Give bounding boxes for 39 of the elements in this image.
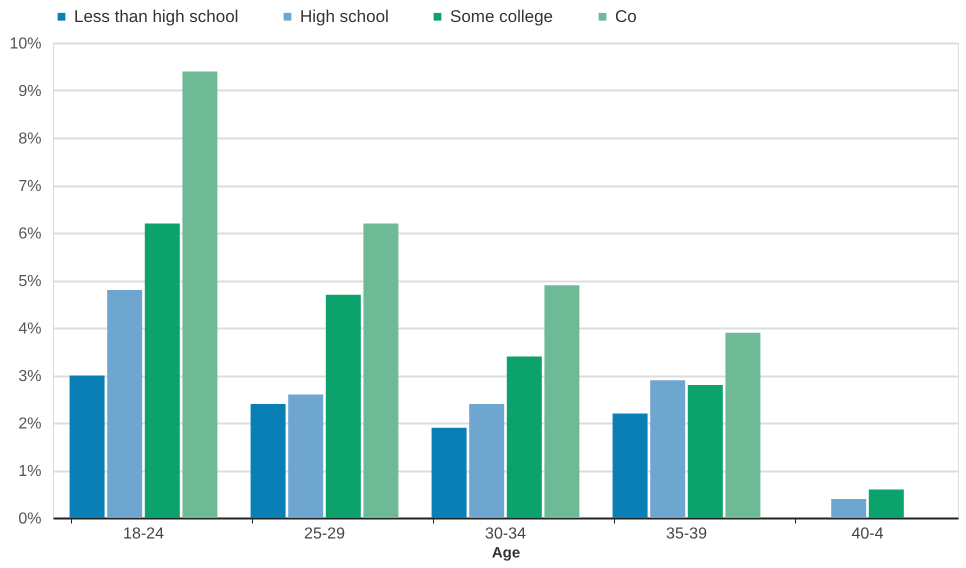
bar	[868, 490, 904, 518]
x-tick-label: 35-39	[666, 526, 708, 542]
bar	[688, 385, 723, 518]
bar	[363, 224, 398, 518]
bar	[469, 404, 504, 518]
bar	[831, 499, 866, 518]
x-tick-label: 25-29	[304, 526, 346, 542]
bar	[288, 394, 324, 518]
bar	[144, 224, 180, 518]
bar	[650, 380, 686, 518]
bar	[107, 290, 142, 518]
bar	[182, 72, 218, 518]
bar	[70, 376, 105, 518]
y-tick-label: 5%	[18, 273, 42, 290]
x-tick-label: 40-4	[851, 526, 884, 542]
legend-label: Some college	[450, 6, 554, 26]
bar	[250, 404, 286, 518]
x-tick-label: 30-34	[485, 526, 526, 542]
bar	[725, 332, 760, 518]
y-tick-label: 10%	[9, 36, 42, 52]
x-tick-label: 18-24	[123, 526, 164, 542]
legend-label: Less than high school	[74, 6, 238, 26]
y-tick-label: 1%	[18, 463, 42, 480]
y-tick-label: 9%	[18, 83, 42, 100]
bar	[544, 285, 580, 518]
bar	[326, 294, 361, 518]
y-tick-label: 0%	[18, 510, 42, 528]
bar	[612, 414, 648, 518]
y-tick-label: 6%	[18, 226, 42, 242]
x-axis-title: Age	[492, 544, 520, 562]
legend-label: High school	[300, 6, 389, 26]
y-tick-label: 3%	[18, 368, 42, 385]
y-tick-label: 8%	[18, 130, 42, 148]
y-tick-label: 2%	[18, 416, 42, 432]
y-tick-label: 4%	[18, 320, 42, 338]
y-tick-label: 7%	[18, 178, 42, 195]
bar	[432, 428, 467, 518]
legend-label: Co	[615, 6, 637, 26]
bar	[506, 356, 542, 518]
